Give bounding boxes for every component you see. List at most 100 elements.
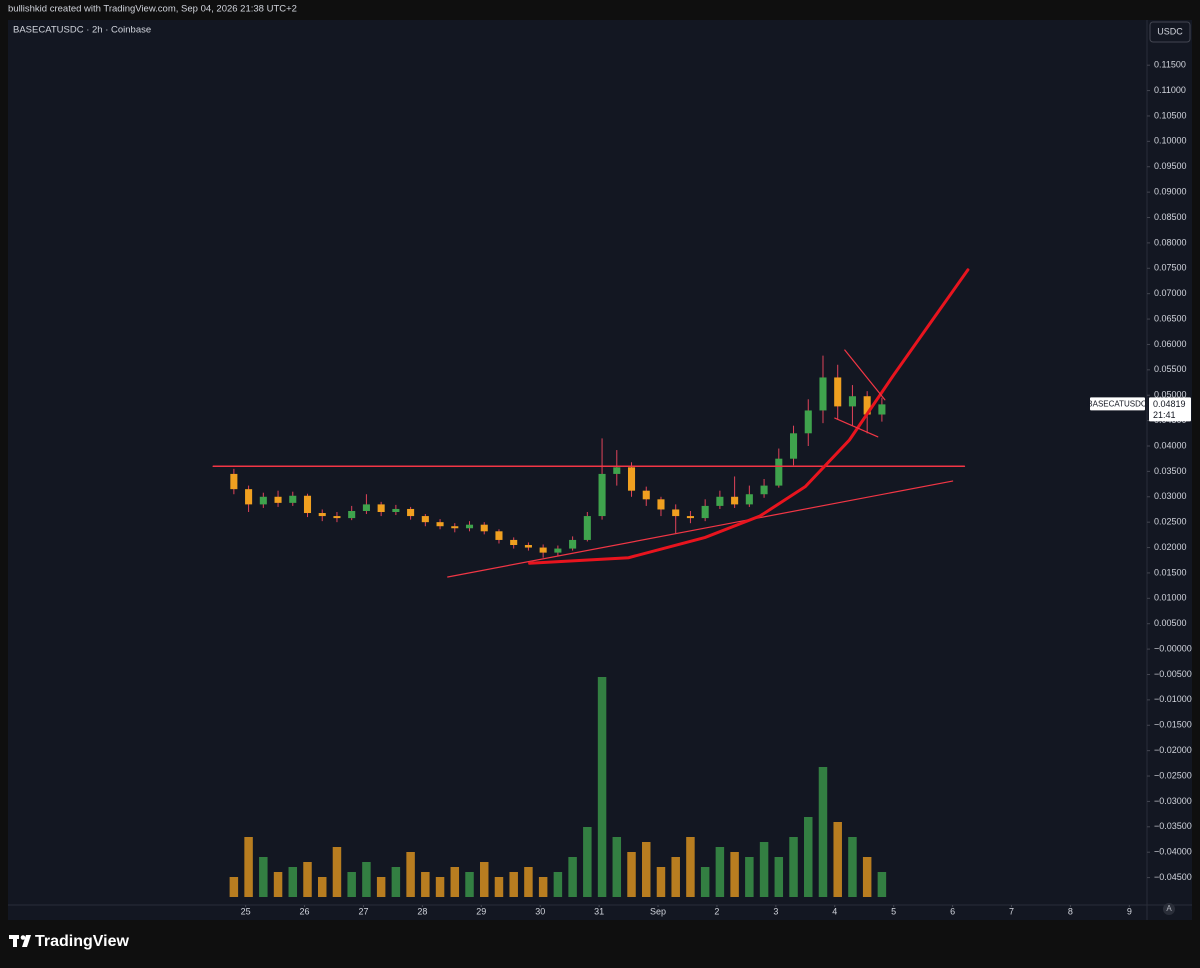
candle-body [686,516,694,519]
y-tick-label: 0.07000 [1154,288,1187,298]
y-tick-label: 0.11000 [1154,85,1186,95]
credit: bullishkid created with TradingView.com,… [8,4,297,15]
volume-bar [229,877,239,897]
x-tick-label: Sep [650,906,666,916]
volume-bar [376,877,386,897]
candle-body [657,499,665,510]
volume-bar [730,852,739,897]
y-tick-label: 0.00500 [1154,618,1187,628]
drawing-line [834,417,879,438]
volume-bar [421,872,430,897]
y-tick-label: 0.09500 [1154,161,1187,171]
y-tick-label: 0.05000 [1154,390,1187,400]
volume-bar [524,867,533,897]
candle-body [731,496,739,505]
candle-body [348,510,356,519]
candle-body [701,505,709,519]
volume-bar [332,847,342,897]
volume-bar [450,867,460,897]
candle-body [598,473,606,517]
price-tag-label: 0.04819 [1153,399,1186,409]
volume-bar [671,857,680,897]
volume-bar [774,857,784,897]
y-tick-label: −0.03000 [1154,796,1192,806]
logo-mark [22,935,31,947]
volume-bar [627,852,636,897]
volume-bar [288,867,298,897]
y-tick-label: −0.04500 [1154,872,1192,882]
volume-bar [465,872,474,897]
x-tick-label: 25 [241,906,251,916]
y-tick-label: −0.00500 [1154,669,1192,679]
y-tick-label: 0.11500 [1154,60,1186,70]
volume-bar [538,877,548,897]
candle-body [377,504,385,513]
auto-button[interactable] [1163,903,1175,915]
y-tick-label: 0.08500 [1154,212,1187,222]
y-tick-label: −0.01500 [1154,720,1192,730]
volume-bar [715,847,725,897]
candle-body [583,516,591,540]
y-tick-label: 0.02000 [1154,542,1187,552]
volume-bar [494,877,504,897]
x-tick-label: 5 [891,906,896,916]
candle-body [510,539,518,546]
currency-label[interactable]: USDC [1157,26,1183,36]
drawing-line [844,349,886,401]
candle-body [333,516,341,519]
volume-bar [789,837,798,897]
candle-body [230,473,238,490]
brand: TradingView [35,933,130,950]
x-tick-label: 31 [594,906,604,916]
auto-label[interactable]: A [1166,904,1172,913]
candle-body [465,524,474,529]
volume-bar [656,867,666,897]
volume-bar [597,677,607,897]
volume-bar [612,837,622,897]
volume-bar [759,842,769,897]
candle-body [451,526,459,529]
y-tick-label: 0.09000 [1154,187,1187,197]
drawing-line [447,480,954,578]
x-tick-label: 3 [773,906,778,916]
y-tick-label: −0.02000 [1154,745,1192,755]
y-tick-label: 0.10000 [1154,136,1187,146]
x-tick-label: 8 [1068,906,1073,916]
y-tick-label: 0.03500 [1154,466,1187,476]
candle-body [318,513,326,517]
candle-body [613,467,621,474]
volume-bar [317,877,327,897]
volume-bar [818,767,828,897]
volume-bar [391,867,401,897]
y-tick-label: 0.06000 [1154,339,1187,349]
y-tick-label: 0.01000 [1154,593,1187,603]
volume-bar [862,857,872,897]
candle-body [848,396,856,407]
candle-body [421,516,429,523]
y-tick-label: −0.00000 [1154,643,1192,653]
volume-bar [583,827,592,897]
candle-body [524,545,532,548]
volume-bar [877,872,887,897]
y-tick-label: −0.04000 [1154,847,1192,857]
currency-button[interactable] [1149,21,1191,43]
candle-body [245,489,253,505]
y-tick-label: 0.05500 [1154,364,1187,374]
volume-bar [362,862,371,897]
y-tick-label: 0.07500 [1154,263,1187,273]
volume-bar [259,857,268,897]
volume-bar [303,862,312,897]
candle-body [259,496,267,505]
symbol-tag [1090,397,1145,411]
candle-body [745,494,753,505]
x-tick-label: 4 [832,906,837,916]
candle-body [716,496,724,506]
x-tick-label: 27 [358,906,368,916]
x-tick-label: 30 [535,906,545,916]
volume-bar [347,872,356,897]
y-tick-label: −0.01000 [1154,694,1192,704]
volume-bar [745,857,754,897]
volume-bar [568,857,577,897]
x-tick-label: 7 [1009,906,1014,916]
